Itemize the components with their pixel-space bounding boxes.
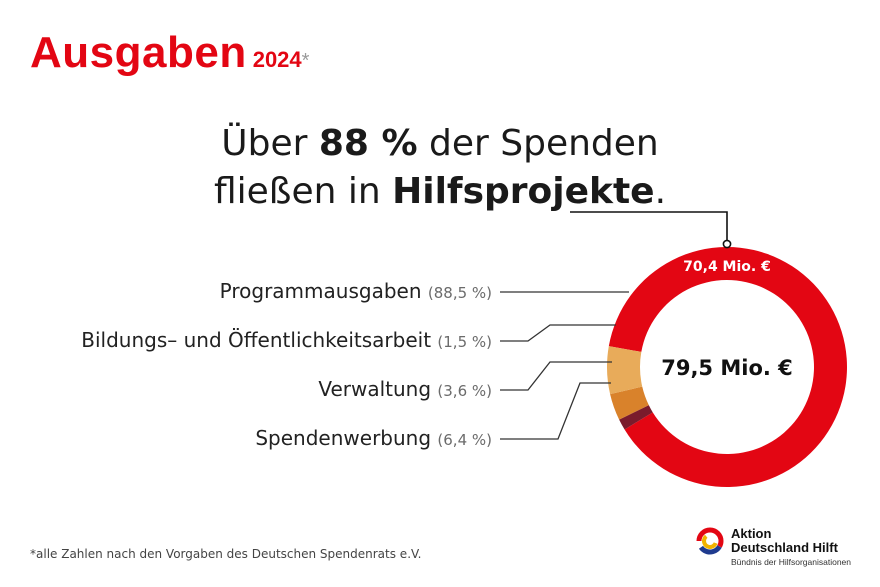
logo-tagline: Bündnis der Hilfsorganisationen — [731, 557, 852, 567]
headline-line-1-pre: Über — [221, 123, 319, 164]
donut-slice-3 — [607, 346, 643, 395]
legend-item-programmausgaben: Programmausgaben (88,5 %) — [220, 279, 492, 303]
headline-line-1-post: der Spenden — [417, 123, 659, 164]
headline-line-2: fließen in Hilfsprojekte. — [140, 168, 740, 216]
donut-highlight-label: 70,4 Mio. € — [683, 259, 771, 275]
headline-line-2-post: . — [654, 171, 667, 212]
logo-icon — [696, 527, 724, 555]
headline-pointer-line — [570, 211, 728, 242]
legend-label: Bildungs– und Öffentlichkeitsarbeit — [81, 328, 432, 352]
legend-item-bildung-oeffentlichkeit: Bildungs– und Öffentlichkeitsarbeit (1,5… — [81, 328, 492, 352]
legend-label: Verwaltung — [318, 377, 432, 401]
headline-highlight-percent: 88 % — [318, 123, 418, 164]
legend-percent: (88,5 %) — [427, 284, 492, 302]
page-year: 2024 — [252, 47, 302, 72]
donut-slice-2 — [610, 386, 649, 420]
page-header: Ausgaben 2024* — [30, 28, 309, 78]
legend-percent: (6,4 %) — [437, 431, 492, 449]
legend-item-verwaltung: Verwaltung (3,6 %) — [318, 377, 492, 401]
logo-text-line-2: Deutschland Hilft — [731, 540, 838, 555]
organization-logo: Aktion Deutschland Hilft Bündnis der Hil… — [695, 525, 865, 573]
headline-line-1: Über 88 % der Spenden — [140, 120, 740, 168]
donut-slice-1 — [619, 405, 653, 430]
leader-line-1 — [500, 324, 616, 342]
legend-item-spendenwerbung: Spendenwerbung (6,4 %) — [255, 426, 492, 450]
footnote: *alle Zahlen nach den Vorgaben des Deuts… — [30, 547, 422, 561]
year-footnote-marker: * — [301, 50, 310, 72]
legend-label: Spendenwerbung — [255, 426, 432, 450]
leader-line-2 — [500, 361, 612, 391]
logo-text-line-1: Aktion — [731, 526, 772, 541]
leader-line-3 — [500, 382, 611, 440]
legend-label: Programmausgaben — [219, 279, 422, 303]
legend-percent: (1,5 %) — [437, 333, 492, 351]
headline-highlight-word: Hilfsprojekte — [392, 171, 655, 212]
legend-percent: (3,6 %) — [437, 382, 492, 400]
headline: Über 88 % der Spenden fließen in Hilfspr… — [140, 120, 740, 216]
donut-center-total: 79,5 Mio. € — [661, 356, 793, 380]
page-title: Ausgaben — [30, 28, 247, 77]
headline-line-2-pre: fließen in — [213, 171, 393, 212]
headline-pointer-dot — [722, 239, 732, 249]
